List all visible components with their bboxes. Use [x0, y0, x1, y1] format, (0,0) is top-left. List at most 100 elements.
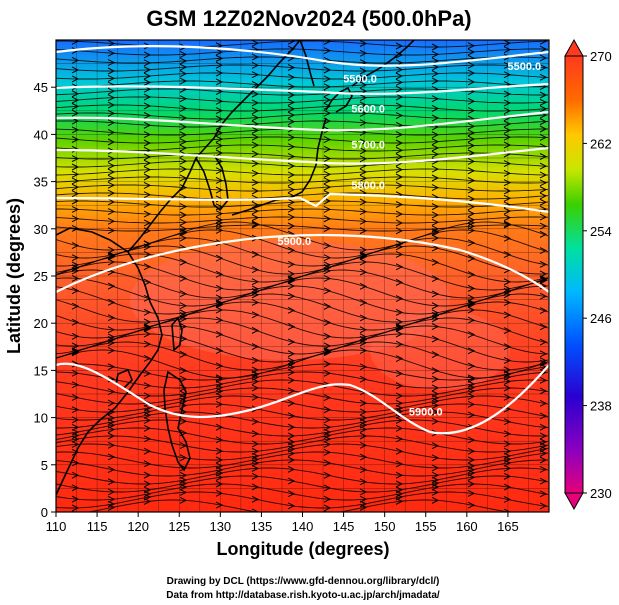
stream-arrow	[431, 218, 440, 226]
stream-arrow	[251, 220, 260, 228]
stream-arrow	[323, 163, 332, 171]
stream-arrow	[179, 471, 188, 479]
stream-arrow	[467, 284, 476, 292]
stream-arrow	[395, 447, 404, 455]
stream-arrow	[467, 331, 476, 339]
stream-arrow	[359, 109, 368, 117]
stream-arrow	[71, 90, 80, 98]
stream-arrow	[179, 123, 188, 131]
stream-arrow	[71, 170, 80, 178]
stream-arrow	[323, 47, 332, 55]
stream-arrow	[287, 350, 296, 358]
stream-arrow	[395, 325, 404, 333]
stream-arrow	[251, 169, 260, 177]
stream-arrow	[215, 466, 224, 474]
stream-arrow	[179, 417, 188, 425]
colorbar-tick-label: 254	[590, 224, 612, 239]
stream-arrow	[467, 271, 476, 278]
stream-arrow	[395, 153, 404, 161]
stream-arrow	[323, 264, 332, 272]
stream-arrow	[359, 147, 368, 155]
stream-arrow	[359, 333, 368, 341]
stream-arrow	[179, 114, 188, 122]
stream-arrow	[539, 502, 548, 510]
stream-arrow	[215, 226, 224, 234]
stream-arrow	[143, 112, 152, 119]
stream-arrow	[431, 203, 440, 211]
stream-arrow	[323, 504, 332, 512]
stream-arrow	[431, 417, 440, 425]
stream-arrow	[431, 184, 440, 192]
stream-arrow	[539, 357, 548, 365]
stream-arrow	[143, 181, 152, 189]
stream-arrow	[359, 94, 368, 102]
stream-arrow	[431, 402, 440, 409]
stream-arrow	[359, 282, 368, 290]
stream-arrow	[431, 95, 440, 103]
stream-arrow	[71, 190, 80, 198]
stream-arrow	[539, 323, 548, 331]
stream-arrow	[107, 59, 116, 66]
stream-arrow	[251, 285, 260, 293]
stream-arrow	[107, 162, 116, 170]
stream-arrow	[107, 336, 116, 344]
stream-arrow	[503, 179, 512, 187]
stream-arrow	[395, 42, 404, 50]
stream-arrow	[215, 69, 224, 77]
stream-arrow	[179, 476, 188, 484]
stream-arrow	[323, 302, 332, 310]
stream-arrow	[467, 157, 476, 165]
stream-arrow	[467, 254, 476, 262]
colorbar-bottom-arrow	[564, 492, 584, 511]
stream-arrow	[215, 270, 224, 278]
stream-arrow	[107, 418, 116, 426]
stream-arrow	[107, 495, 116, 503]
stream-arrow	[71, 416, 80, 424]
stream-arrow	[395, 416, 404, 424]
stream-arrow	[287, 111, 296, 119]
stream-arrow	[215, 294, 224, 302]
stream-arrow	[107, 49, 116, 57]
stream-arrow	[467, 306, 476, 314]
stream-arrow	[143, 480, 152, 488]
stream-arrow	[503, 71, 512, 79]
stream-arrow	[503, 440, 512, 448]
stream-arrow	[107, 101, 116, 109]
stream-arrow	[539, 456, 548, 464]
stream-arrow	[323, 349, 332, 357]
stream-arrow	[503, 291, 512, 299]
stream-arrow	[323, 448, 332, 456]
stream-arrow	[107, 87, 116, 95]
stream-arrow	[323, 254, 332, 262]
stream-arrow	[287, 282, 296, 290]
stream-arrow	[71, 394, 80, 401]
stream-arrow	[287, 222, 296, 230]
stream-arrow	[107, 314, 116, 322]
stream-arrow	[107, 155, 116, 163]
stream-arrow	[107, 326, 116, 334]
stream-arrow	[251, 430, 260, 438]
stream-arrow	[539, 399, 548, 407]
stream-arrow	[431, 138, 440, 146]
stream-arrow	[503, 496, 512, 503]
stream-arrow	[323, 342, 332, 350]
stream-arrow	[215, 48, 224, 56]
credit-drawing: Drawing by DCL (https://www.gfd-dennou.o…	[167, 576, 440, 587]
contour-label: 5900.0	[277, 236, 311, 248]
stream-arrow	[143, 490, 152, 498]
stream-arrow	[395, 471, 404, 479]
stream-arrow	[395, 66, 404, 74]
stream-arrow	[179, 144, 188, 152]
stream-arrow	[71, 423, 80, 431]
stream-arrow	[359, 500, 368, 508]
stream-arrow	[251, 452, 260, 460]
stream-arrow	[323, 332, 332, 340]
stream-arrow	[107, 168, 116, 176]
stream-arrow	[107, 94, 116, 102]
stream-arrow	[179, 483, 188, 491]
stream-arrow	[395, 404, 404, 412]
stream-arrow	[71, 155, 80, 163]
stream-arrow	[539, 230, 548, 238]
stream-arrow	[287, 306, 296, 314]
stream-arrow	[179, 57, 188, 65]
